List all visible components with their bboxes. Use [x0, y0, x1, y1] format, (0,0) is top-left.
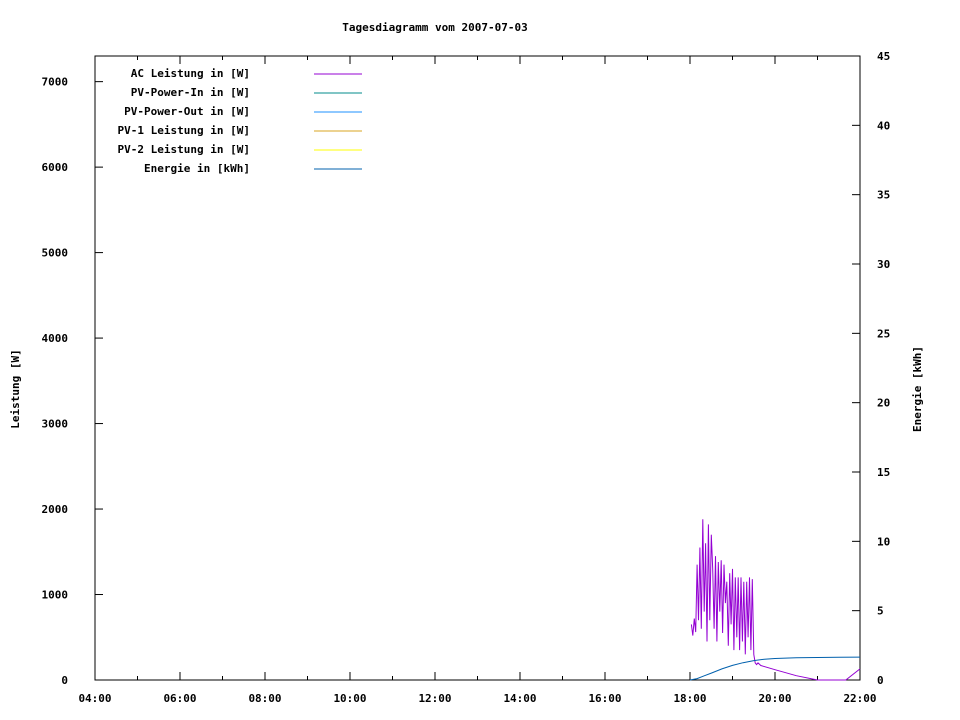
chart-title: Tagesdiagramm vom 2007-07-03: [342, 21, 527, 34]
y2-tick-label: 25: [877, 327, 890, 340]
x-tick-label: 20:00: [758, 692, 791, 705]
legend-label: PV-Power-Out in [W]: [124, 105, 250, 118]
y-tick-label: 2000: [42, 503, 69, 516]
y-tick-label: 0: [61, 674, 68, 687]
y-tick-label: 6000: [42, 161, 69, 174]
x-tick-label: 06:00: [163, 692, 196, 705]
legend-label: PV-1 Leistung in [W]: [118, 124, 250, 137]
y2-tick-label: 20: [877, 397, 890, 410]
series-layer: [689, 519, 861, 681]
y2-tick-label: 15: [877, 466, 890, 479]
y-tick-label: 5000: [42, 247, 69, 260]
y2-tick-label: 40: [877, 119, 890, 132]
y-axis-ticks: 0 1000 2000 3000 4000 5000 6000 7000: [42, 76, 103, 687]
x-tick-label: 12:00: [418, 692, 451, 705]
y-tick-label: 3000: [42, 418, 69, 431]
legend-label: PV-2 Leistung in [W]: [118, 143, 250, 156]
y-tick-label: 4000: [42, 332, 69, 345]
y-tick-label: 7000: [42, 76, 69, 89]
y2-tick-label: 30: [877, 258, 890, 271]
x-tick-label: 18:00: [673, 692, 706, 705]
y2-tick-label: 0: [877, 674, 884, 687]
y2-tick-label: 45: [877, 50, 890, 63]
y2-tick-label: 35: [877, 189, 890, 202]
y-axis-label: Leistung [W]: [9, 349, 22, 428]
y2-tick-label: 5: [877, 605, 884, 618]
series-line-0: [690, 519, 861, 681]
y2-axis-ticks: 0 5 10 15 20 25 30 35 40 45: [852, 50, 890, 687]
x-tick-label: 08:00: [248, 692, 281, 705]
y-tick-label: 1000: [42, 589, 69, 602]
x-axis-ticks: 04:00 06:00 08:00 10:00 12:00 14:00 16:00 18:00…: [78, 56, 877, 705]
x-tick-label: 10:00: [333, 692, 366, 705]
y2-tick-label: 10: [877, 535, 890, 548]
y2-axis-label: Energie [kWh]: [911, 346, 924, 432]
legend: AC Leistung in [W] PV-Power-In in [W] PV-P…: [118, 67, 362, 175]
x-tick-label: 04:00: [78, 692, 111, 705]
x-tick-label: 14:00: [503, 692, 536, 705]
legend-label: PV-Power-In in [W]: [131, 86, 250, 99]
legend-label: Energie in [kWh]: [144, 162, 250, 175]
x-tick-label: 22:00: [843, 692, 876, 705]
x-tick-label: 16:00: [588, 692, 621, 705]
series-line-5: [689, 656, 861, 681]
legend-label: AC Leistung in [W]: [131, 67, 250, 80]
